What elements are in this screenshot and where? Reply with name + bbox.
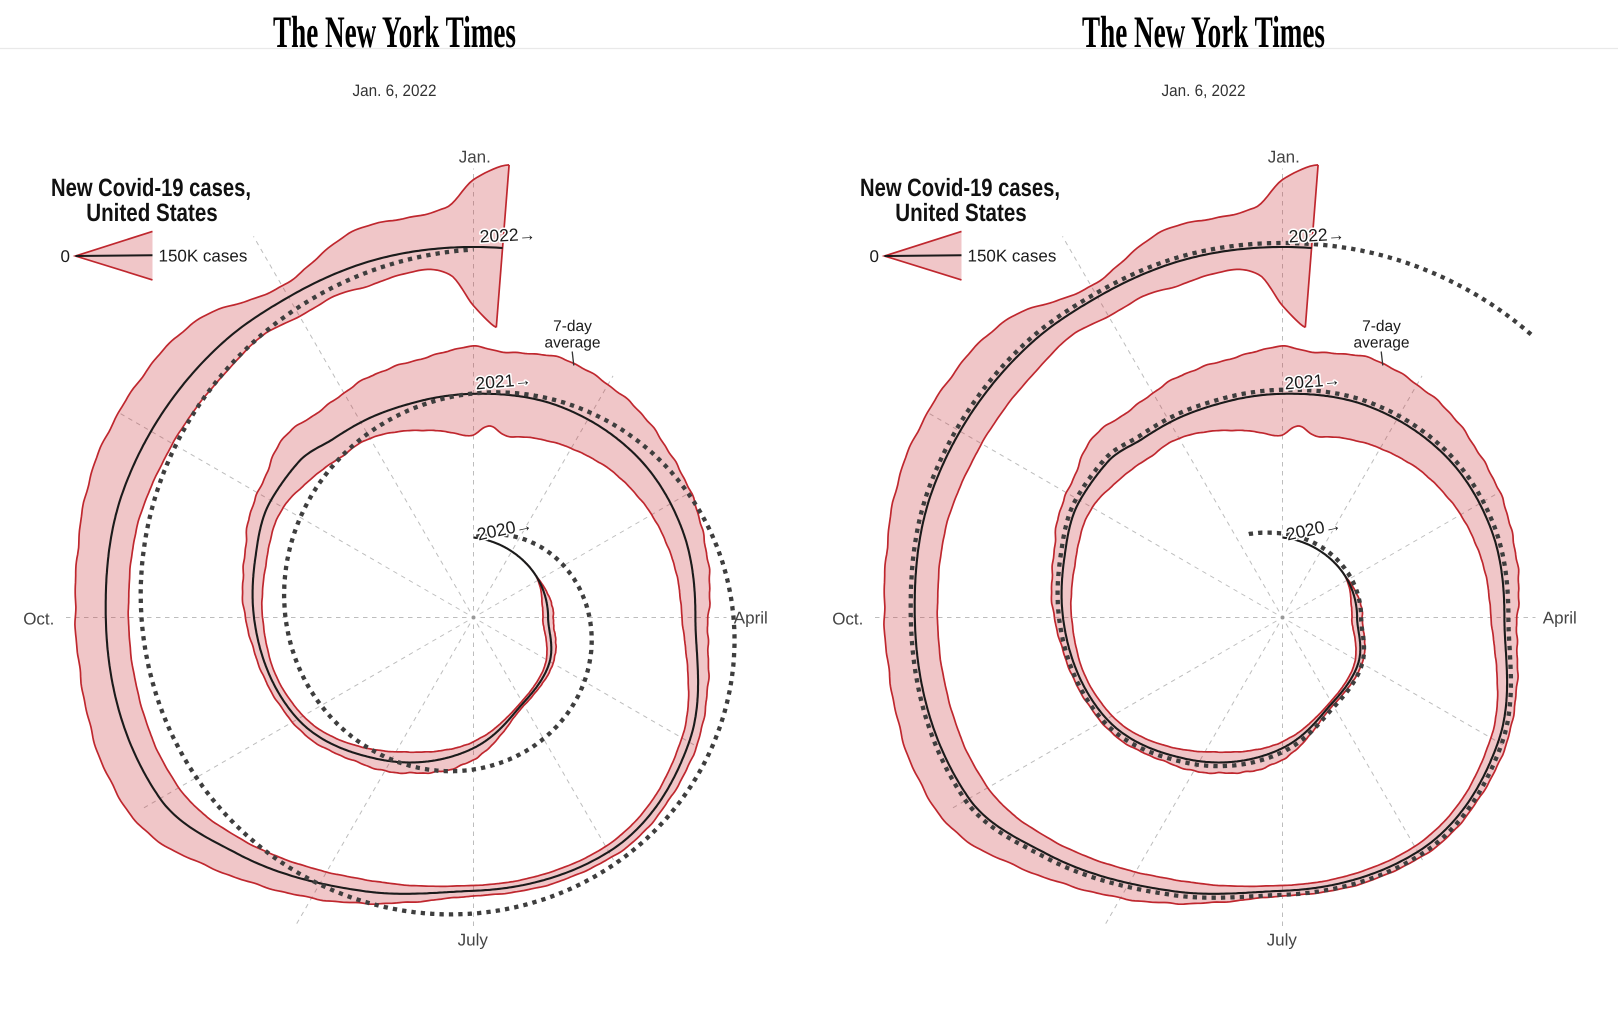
svg-text:2022→: 2022→ (479, 224, 536, 247)
svg-text:The New York Times: The New York Times (273, 7, 516, 57)
svg-text:7-day: 7-day (553, 318, 592, 335)
svg-text:Oct.: Oct. (832, 610, 863, 629)
svg-text:United States: United States (895, 199, 1027, 227)
svg-text:Jan.: Jan. (459, 148, 491, 167)
svg-text:0: 0 (61, 247, 70, 266)
svg-text:Oct.: Oct. (23, 610, 54, 629)
svg-text:0: 0 (870, 247, 879, 266)
svg-text:Jan. 6, 2022: Jan. 6, 2022 (353, 82, 437, 100)
svg-text:April: April (1543, 609, 1577, 628)
svg-text:7-day: 7-day (1362, 318, 1401, 335)
svg-text:New Covid-19 cases,: New Covid-19 cases, (860, 174, 1060, 202)
svg-text:Jan.: Jan. (1268, 148, 1300, 167)
svg-text:150K cases: 150K cases (159, 247, 248, 266)
svg-text:July: July (1267, 931, 1298, 950)
svg-text:New Covid-19 cases,: New Covid-19 cases, (51, 174, 251, 202)
svg-text:2021→: 2021→ (1284, 369, 1342, 394)
svg-text:average: average (544, 335, 600, 352)
svg-text:Jan. 6, 2022: Jan. 6, 2022 (1162, 82, 1246, 100)
svg-text:average: average (1353, 335, 1409, 352)
svg-text:150K cases: 150K cases (968, 247, 1057, 266)
svg-text:The New York Times: The New York Times (1082, 7, 1325, 57)
svg-text:July: July (458, 931, 489, 950)
svg-text:2021→: 2021→ (475, 369, 533, 394)
svg-text:April: April (734, 609, 768, 628)
svg-text:United States: United States (86, 199, 218, 227)
svg-text:2022→: 2022→ (1288, 224, 1345, 247)
